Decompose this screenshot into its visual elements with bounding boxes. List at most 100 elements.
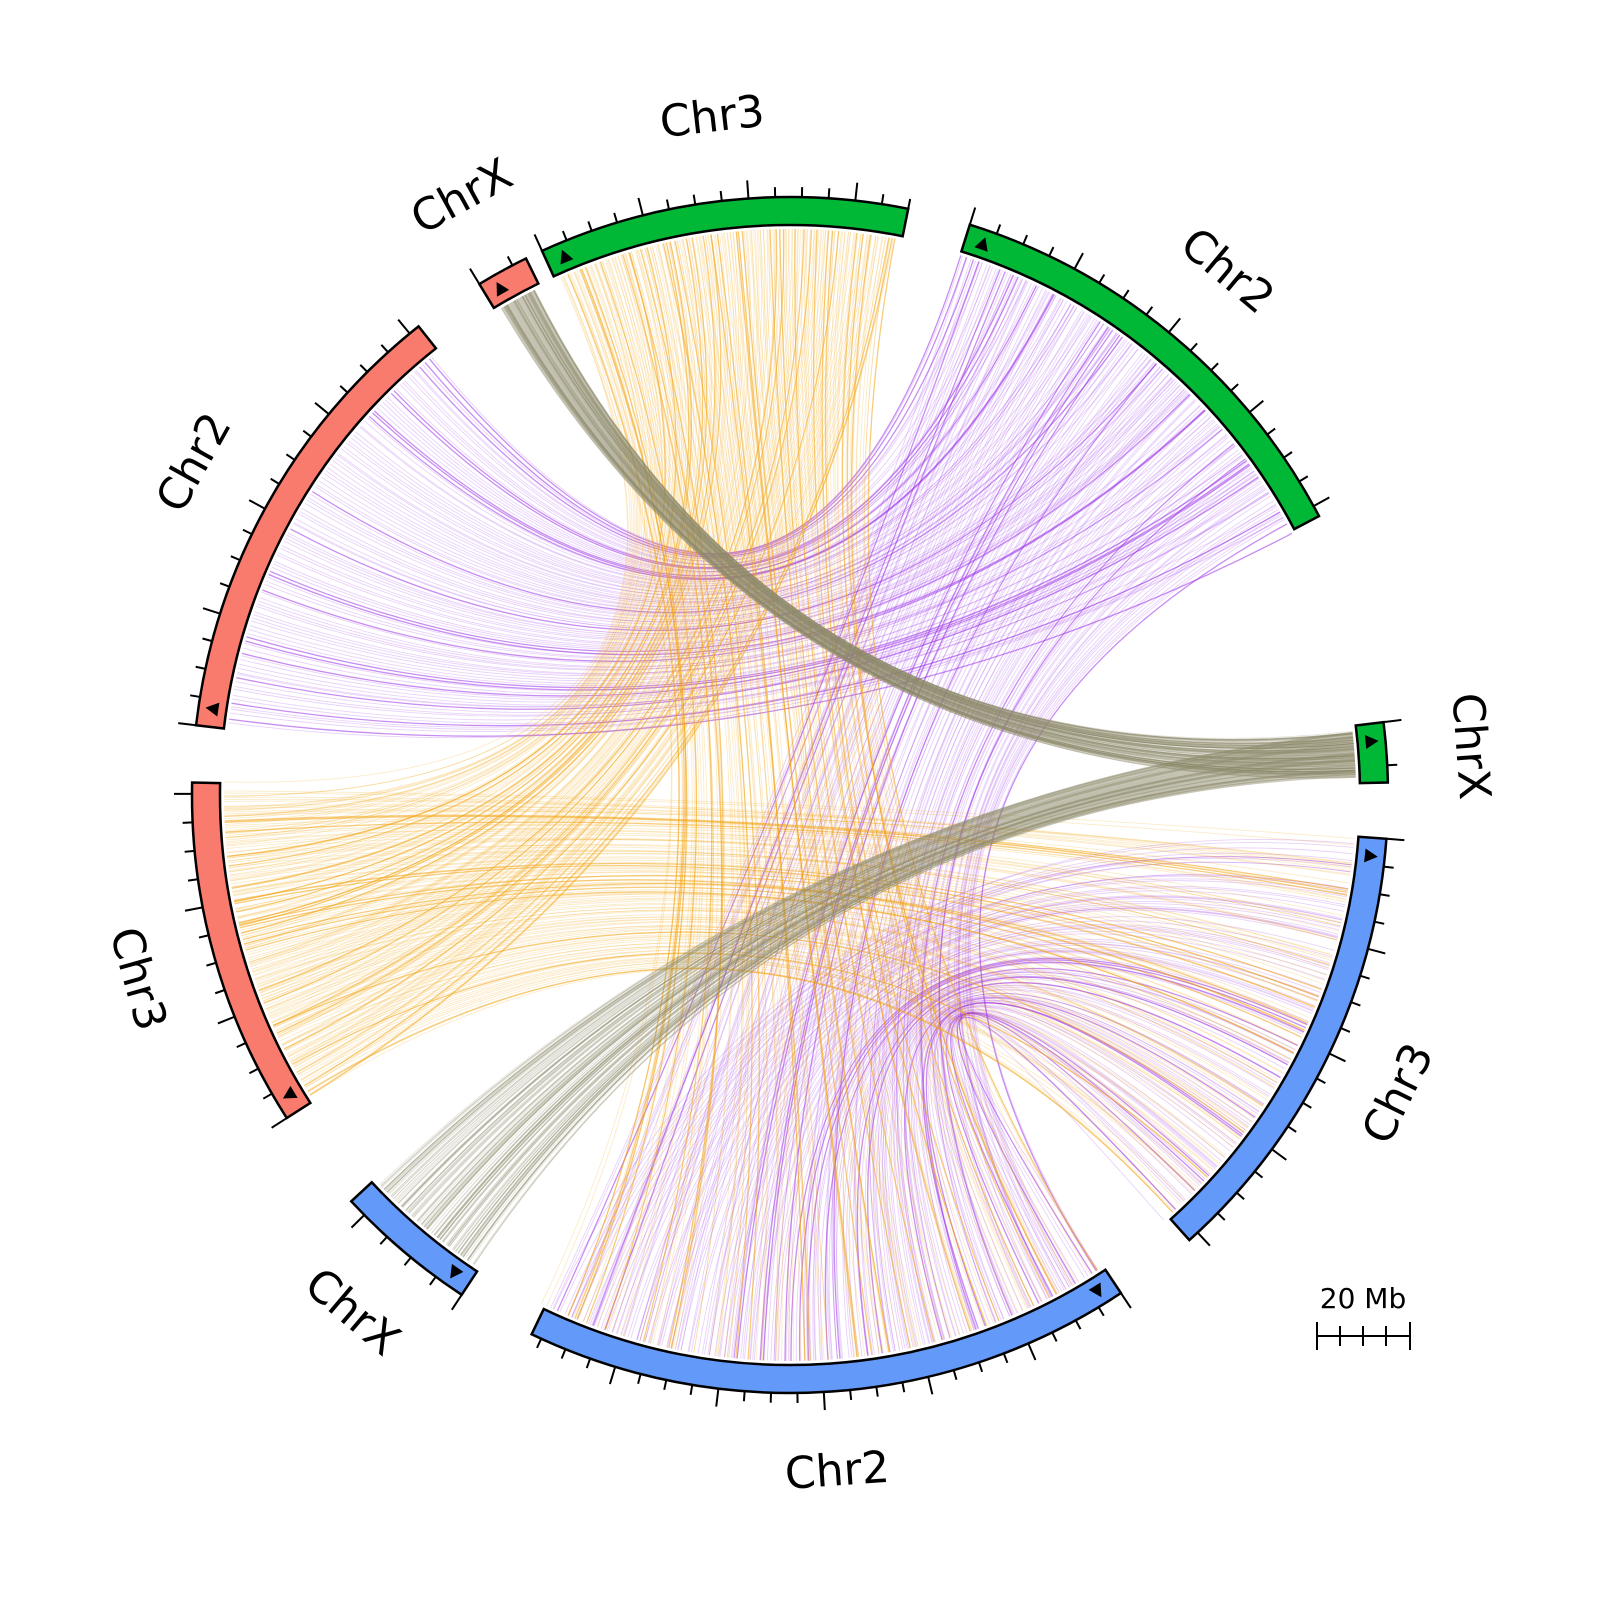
synteny-link xyxy=(473,776,1356,1265)
segment-tick xyxy=(978,1362,984,1373)
synteny-link xyxy=(821,230,988,1327)
segment-tick xyxy=(1074,1319,1082,1330)
synteny-link xyxy=(826,230,1014,1316)
synteny-link xyxy=(262,918,1264,1107)
synteny-link xyxy=(518,298,1355,757)
synteny-link xyxy=(237,477,1260,707)
synteny-link xyxy=(508,303,1356,770)
synteny-link xyxy=(842,373,1169,1358)
synteny-link xyxy=(224,263,646,820)
synteny-link xyxy=(224,811,1352,869)
synteny-link xyxy=(436,761,1356,1238)
chromosome-label: ChrX xyxy=(403,149,521,245)
synteny-link xyxy=(636,895,1343,1340)
synteny-link xyxy=(263,919,1264,1106)
segment-tick xyxy=(1216,1212,1226,1221)
synteny-link xyxy=(766,338,1126,1361)
synteny-link xyxy=(636,285,1037,1341)
synteny-link xyxy=(332,323,1105,600)
synteny-link xyxy=(733,930,1327,1359)
synteny-link xyxy=(257,229,769,988)
synteny-link xyxy=(226,827,1346,903)
synteny-link xyxy=(280,939,1234,1148)
segment-tick xyxy=(1168,317,1181,333)
synteny-link xyxy=(269,926,1255,1119)
synteny-link xyxy=(223,800,1352,865)
segment-tick xyxy=(1266,427,1276,436)
synteny-link xyxy=(223,796,1352,864)
synteny-link xyxy=(223,798,1352,867)
synteny-link xyxy=(241,464,1251,697)
synteny-link xyxy=(701,305,1075,1355)
synteny-link xyxy=(841,232,1043,1303)
synteny-link xyxy=(294,956,1197,1190)
synteny-link xyxy=(553,842,1354,1310)
synteny-link xyxy=(855,235,1060,1294)
segment-tick xyxy=(214,989,226,995)
synteny-link xyxy=(699,236,802,1361)
synteny-link xyxy=(284,230,833,1051)
synteny-link xyxy=(955,477,1260,1300)
synteny-link xyxy=(707,313,1088,1356)
synteny-link xyxy=(788,228,922,1346)
synteny-link xyxy=(571,258,972,1318)
synteny-link xyxy=(448,765,1356,1247)
synteny-link xyxy=(741,230,873,1356)
synteny-link xyxy=(442,762,1356,1242)
synteny-link xyxy=(231,242,691,888)
synteny-link xyxy=(231,853,1332,960)
synteny-link xyxy=(867,238,1098,1271)
synteny-link xyxy=(726,927,1330,1358)
synteny-link xyxy=(230,248,674,881)
synteny-link xyxy=(428,255,962,555)
segment-tick xyxy=(875,1386,879,1397)
synteny-link xyxy=(251,230,748,972)
synteny-link xyxy=(228,839,1341,927)
synteny-link xyxy=(226,834,1341,927)
synteny-link xyxy=(303,964,1181,1206)
synteny-link xyxy=(466,774,1356,1261)
synteny-link xyxy=(308,343,1132,617)
synteny-link xyxy=(225,821,1348,896)
synteny-link xyxy=(307,967,1173,1213)
synteny-link xyxy=(228,844,1334,956)
synteny-link xyxy=(422,261,981,558)
synteny-link xyxy=(509,303,1356,770)
synteny-link xyxy=(244,233,729,947)
synteny-link xyxy=(224,269,637,818)
synteny-link xyxy=(940,1008,1222,1312)
synteny-link xyxy=(724,928,1329,1358)
synteny-link xyxy=(310,339,1128,615)
synteny-link xyxy=(297,234,868,1075)
synteny-link xyxy=(271,229,801,1024)
synteny-link xyxy=(762,329,1114,1361)
synteny-link xyxy=(429,755,1355,1232)
synteny-link xyxy=(514,300,1355,761)
synteny-link xyxy=(658,901,1341,1346)
segment-tick xyxy=(1145,306,1154,316)
synteny-link xyxy=(500,307,1356,779)
synteny-link xyxy=(442,763,1356,1243)
synteny-link xyxy=(841,232,1035,1307)
synteny-link xyxy=(509,302,1356,766)
synteny-link xyxy=(261,916,1268,1101)
synteny-link xyxy=(760,943,1320,1361)
segment-tick xyxy=(190,694,201,698)
synteny-link xyxy=(424,256,968,556)
synteny-link xyxy=(567,274,680,1316)
synteny-link xyxy=(759,326,1109,1361)
synteny-link xyxy=(958,1016,1177,1274)
synteny-link xyxy=(419,751,1355,1224)
segment-tick xyxy=(271,1117,288,1129)
synteny-link xyxy=(242,232,731,939)
synteny-link xyxy=(507,304,1356,770)
synteny-link xyxy=(235,239,701,910)
synteny-link xyxy=(225,261,650,832)
segment-tick xyxy=(1248,399,1264,414)
synteny-link xyxy=(398,740,1354,1205)
segment-tick xyxy=(1122,289,1130,299)
synteny-link xyxy=(613,256,713,1344)
synteny-link xyxy=(253,230,751,976)
segment-tick xyxy=(608,1366,617,1385)
segment-tick xyxy=(1002,1353,1009,1364)
